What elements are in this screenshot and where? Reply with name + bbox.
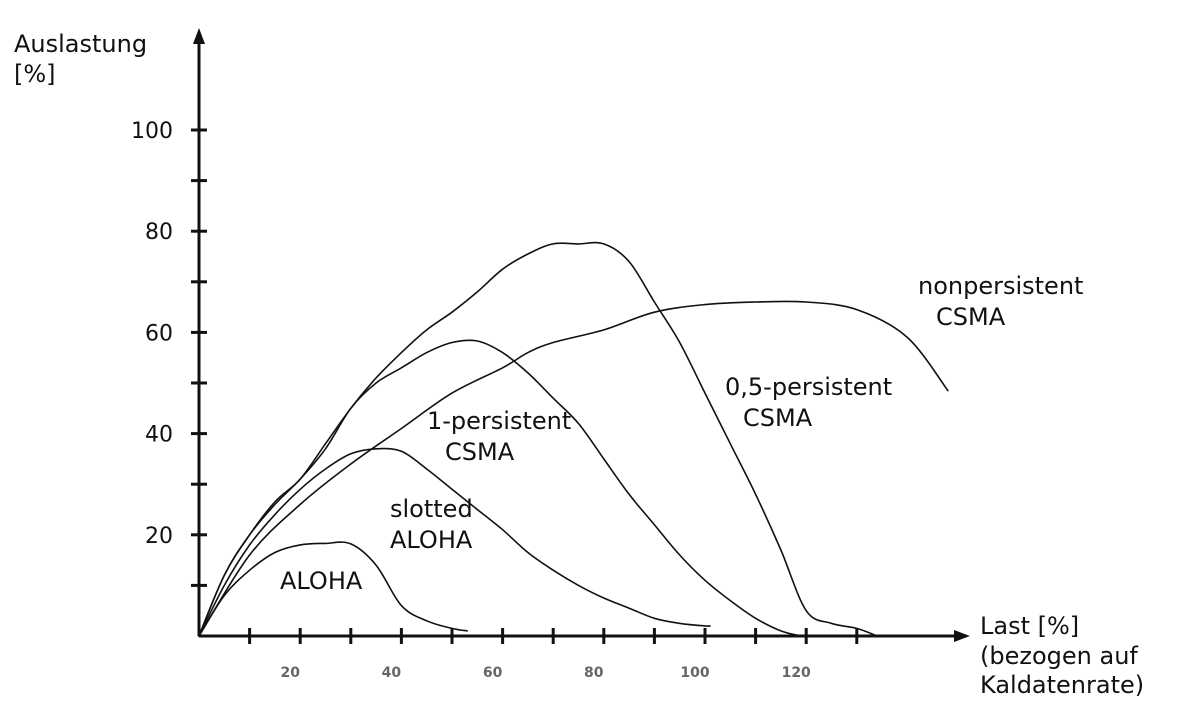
series-line-nonpersistent-csma: [198, 300, 949, 637]
series-label-0-5-persistent-csma-line-1: 0,5-persistent: [725, 373, 892, 401]
curves: [198, 241, 949, 637]
x-axis-label-line-1: Last [%]: [980, 612, 1079, 640]
axes: [193, 28, 970, 642]
y-tick-label-60: 60: [145, 321, 173, 346]
series-label-slotted-aloha-line-2: ALOHA: [390, 526, 473, 554]
series-labels: ALOHA slotted ALOHA 1-persistent CSMA 0,5-per…: [280, 272, 1083, 595]
series-label-0-5-persistent-csma-line-2: CSMA: [743, 404, 813, 432]
x-axis-arrowhead: [954, 630, 970, 642]
y-tick-label-100: 100: [131, 119, 173, 144]
series-line-aloha: [198, 541, 468, 637]
series-label-nonpersistent-csma-line-1: nonpersistent: [918, 272, 1083, 300]
ticks: [191, 128, 859, 644]
y-axis-label-line-2: [%]: [14, 60, 56, 88]
y-tick-label-80: 80: [145, 220, 173, 245]
x-tick-label-80: 80: [584, 665, 604, 681]
x-tick-label-20: 20: [280, 665, 300, 681]
y-axis-arrowhead: [193, 28, 205, 44]
x-tick-label-100: 100: [680, 665, 709, 681]
series-line-slotted-aloha: [198, 447, 711, 637]
tick-labels: 20 40 60 80 100 20 40 60 80 100 120: [131, 119, 811, 681]
x-tick-label-40: 40: [382, 665, 402, 681]
series-label-aloha-line-1: ALOHA: [280, 567, 363, 595]
y-axis-label-line-1: Auslastung: [14, 30, 147, 58]
series-label-nonpersistent-csma-line-2: CSMA: [936, 303, 1006, 331]
series-line-0-5-persistent-csma: [198, 241, 878, 637]
series-label-1-persistent-csma-line-2: CSMA: [445, 438, 515, 466]
series-label-1-persistent-csma-line-1: 1-persistent: [427, 407, 571, 435]
x-tick-label-60: 60: [483, 665, 503, 681]
x-axis-label-line-2: (bezogen auf: [980, 642, 1138, 670]
series-label-slotted-aloha-line-1: slotted: [390, 495, 473, 523]
y-tick-label-40: 40: [145, 423, 173, 448]
y-tick-label-20: 20: [145, 524, 173, 549]
x-axis-label-line-3: Kaldatenrate): [980, 671, 1144, 699]
x-tick-label-120: 120: [782, 665, 811, 681]
